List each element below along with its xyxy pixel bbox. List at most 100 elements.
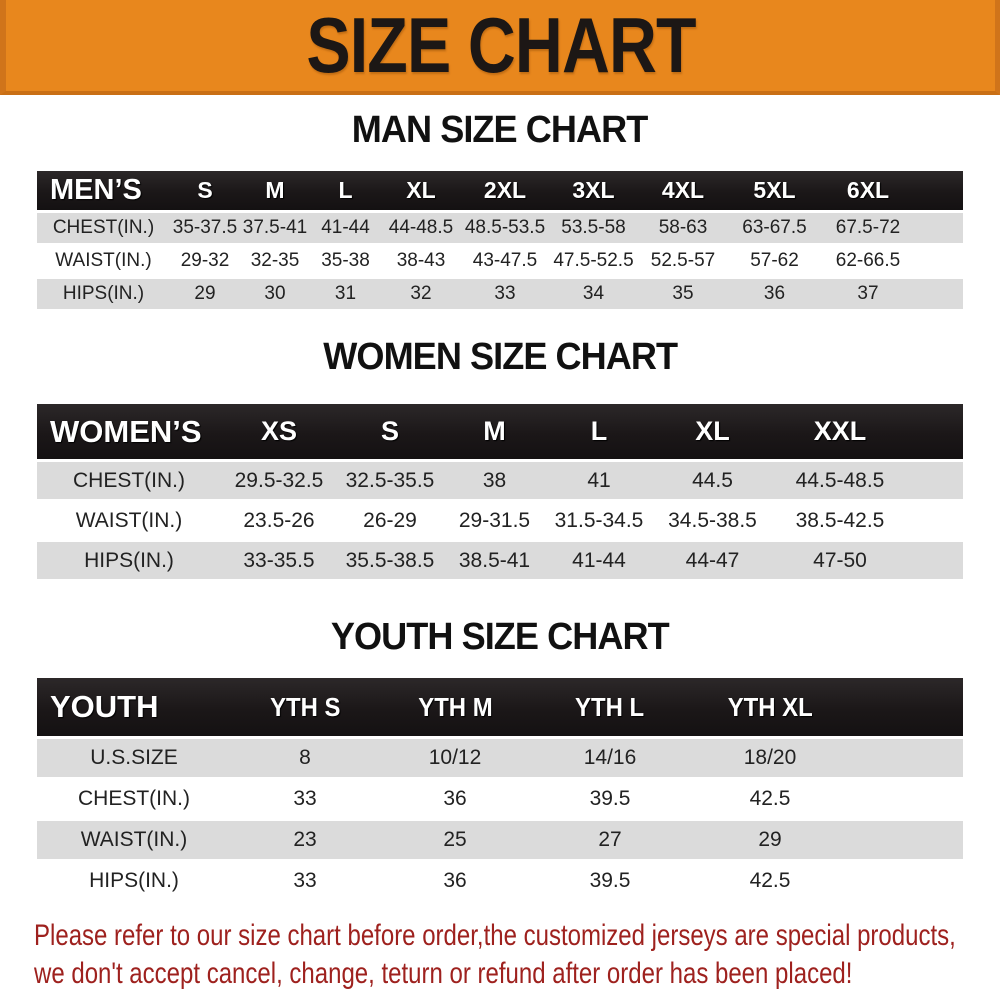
size-cell: 44.5: [652, 462, 773, 499]
size-cell: 41: [546, 462, 652, 499]
size-cell: 25: [379, 821, 531, 859]
youth-section-heading: YOUTH SIZE CHART: [0, 616, 1000, 659]
row-label: WAIST(IN.): [37, 246, 170, 276]
size-cell: 52.5-57: [638, 246, 728, 276]
size-cell: 32.5-35.5: [337, 462, 443, 499]
size-cell: 57-62: [728, 246, 821, 276]
size-column-header: S: [337, 404, 443, 459]
size-column-header: L: [546, 404, 652, 459]
size-cell: 48.5-53.5: [461, 213, 549, 243]
youth-table-header-row: YOUTH YTH S YTH M YTH L YTH XL: [37, 678, 963, 736]
size-cell: 42.5: [689, 862, 851, 900]
row-label: CHEST(IN.): [37, 462, 221, 499]
row-label: WAIST(IN.): [37, 502, 221, 539]
size-cell: 14/16: [531, 739, 689, 777]
size-cell: 38: [443, 462, 546, 499]
size-column-header: YTH XL: [689, 678, 851, 736]
size-cell: 39.5: [531, 862, 689, 900]
row-label: WAIST(IN.): [37, 821, 231, 859]
filler-cell: [851, 739, 963, 777]
size-column-header: L: [310, 171, 381, 210]
size-cell: 35.5-38.5: [337, 542, 443, 579]
size-column-header: M: [240, 171, 310, 210]
size-cell: 34: [549, 279, 638, 309]
size-cell: 37: [821, 279, 915, 309]
size-cell: 29-31.5: [443, 502, 546, 539]
size-cell: 53.5-58: [549, 213, 638, 243]
table-row: CHEST(IN.) 29.5-32.5 32.5-35.5 38 41 44.…: [37, 462, 963, 499]
banner-title: SIZE CHART: [305, 1, 696, 89]
row-label: CHEST(IN.): [37, 213, 170, 243]
size-cell: 33: [231, 780, 379, 818]
size-cell: 47.5-52.5: [549, 246, 638, 276]
youth-size-table: YOUTH YTH S YTH M YTH L YTH XL U.S.SIZE …: [37, 675, 963, 903]
size-cell: 35-37.5: [170, 213, 240, 243]
size-cell: 36: [728, 279, 821, 309]
size-column-header: XS: [221, 404, 337, 459]
size-cell: 63-67.5: [728, 213, 821, 243]
row-label: CHEST(IN.): [37, 780, 231, 818]
size-cell: 30: [240, 279, 310, 309]
size-cell: 18/20: [689, 739, 851, 777]
size-cell: 62-66.5: [821, 246, 915, 276]
filler-cell: [907, 404, 963, 459]
size-cell: 39.5: [531, 780, 689, 818]
table-row: WAIST(IN.) 29-32 32-35 35-38 38-43 43-47…: [37, 246, 963, 276]
row-label: HIPS(IN.): [37, 279, 170, 309]
womens-table-header-row: WOMEN’S XS S M L XL XXL: [37, 404, 963, 459]
size-cell: 31.5-34.5: [546, 502, 652, 539]
filler-cell: [907, 542, 963, 579]
size-cell: 67.5-72: [821, 213, 915, 243]
size-cell: 37.5-41: [240, 213, 310, 243]
filler-cell: [851, 862, 963, 900]
size-cell: 31: [310, 279, 381, 309]
size-cell: 41-44: [310, 213, 381, 243]
filler-cell: [907, 462, 963, 499]
filler-cell: [915, 279, 963, 309]
size-cell: 23.5-26: [221, 502, 337, 539]
size-column-header: 6XL: [821, 171, 915, 210]
size-cell: 32-35: [240, 246, 310, 276]
size-column-header: 2XL: [461, 171, 549, 210]
table-row: CHEST(IN.) 35-37.5 37.5-41 41-44 44-48.5…: [37, 213, 963, 243]
mens-table-header-row: MEN’S S M L XL 2XL 3XL 4XL 5XL 6XL: [37, 171, 963, 210]
size-column-header: S: [170, 171, 240, 210]
size-column-header: XL: [381, 171, 461, 210]
size-column-header: YTH L: [531, 678, 689, 736]
table-row: WAIST(IN.) 23 25 27 29: [37, 821, 963, 859]
size-cell: 33: [231, 862, 379, 900]
size-cell: 33: [461, 279, 549, 309]
order-note: Please refer to our size chart before or…: [34, 917, 1000, 993]
size-cell: 27: [531, 821, 689, 859]
size-cell: 35: [638, 279, 728, 309]
women-section-heading-text: WOMEN SIZE CHART: [323, 336, 678, 378]
size-cell: 29: [689, 821, 851, 859]
size-cell: 29.5-32.5: [221, 462, 337, 499]
filler-cell: [907, 502, 963, 539]
size-column-header: YTH S: [231, 678, 379, 736]
size-cell: 29: [170, 279, 240, 309]
row-label: HIPS(IN.): [37, 862, 231, 900]
table-row: WAIST(IN.) 23.5-26 26-29 29-31.5 31.5-34…: [37, 502, 963, 539]
size-column-header: XXL: [773, 404, 907, 459]
size-cell: 44.5-48.5: [773, 462, 907, 499]
size-cell: 8: [231, 739, 379, 777]
size-cell: 44-48.5: [381, 213, 461, 243]
table-row: HIPS(IN.) 33-35.5 35.5-38.5 38.5-41 41-4…: [37, 542, 963, 579]
filler-cell: [851, 678, 963, 736]
youth-table-corner-label: YOUTH: [37, 678, 231, 736]
table-row: HIPS(IN.) 29 30 31 32 33 34 35 36 37: [37, 279, 963, 309]
size-cell: 42.5: [689, 780, 851, 818]
size-cell: 41-44: [546, 542, 652, 579]
size-chart-banner: SIZE CHART: [0, 0, 1000, 95]
size-cell: 26-29: [337, 502, 443, 539]
filler-cell: [851, 821, 963, 859]
mens-size-table: MEN’S S M L XL 2XL 3XL 4XL 5XL 6XL CHEST…: [37, 168, 963, 312]
size-cell: 36: [379, 780, 531, 818]
size-cell: 38.5-42.5: [773, 502, 907, 539]
filler-cell: [915, 246, 963, 276]
row-label: HIPS(IN.): [37, 542, 221, 579]
size-cell: 33-35.5: [221, 542, 337, 579]
man-section-heading-text: MAN SIZE CHART: [352, 109, 649, 151]
size-cell: 38-43: [381, 246, 461, 276]
